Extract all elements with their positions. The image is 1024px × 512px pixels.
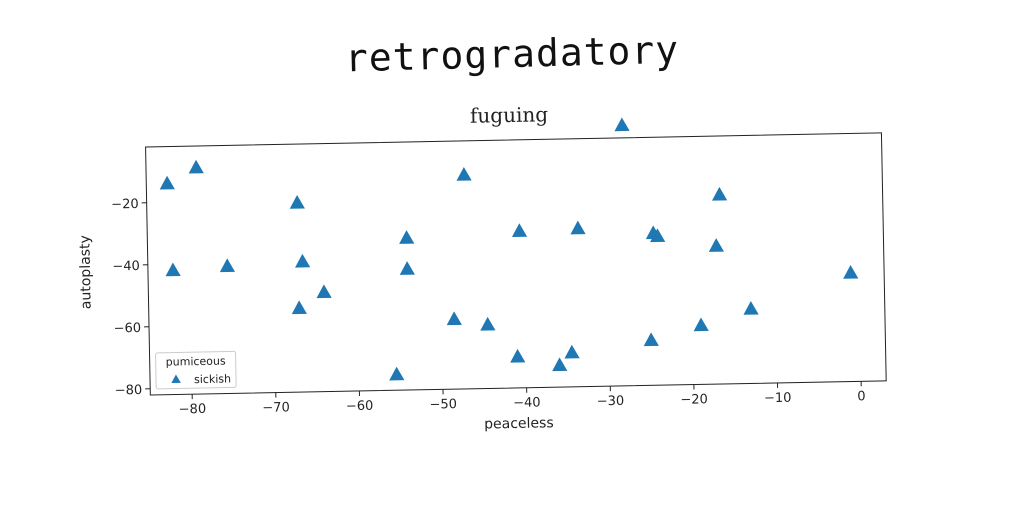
x-axis-label: peaceless — [484, 415, 554, 432]
data-point — [693, 317, 709, 332]
data-point — [389, 366, 405, 381]
x-tick-label: −10 — [764, 391, 792, 407]
data-point — [446, 311, 462, 326]
x-tick-label: −70 — [262, 400, 290, 416]
data-point — [165, 262, 181, 277]
data-point — [570, 220, 586, 235]
y-tick-label: −60 — [113, 321, 141, 337]
y-tick-label: −20 — [111, 197, 139, 213]
data-point — [614, 117, 630, 132]
legend: pumiceous sickish — [155, 350, 237, 390]
data-point — [316, 284, 332, 299]
data-point — [159, 175, 175, 190]
data-point — [399, 230, 415, 244]
x-tick-label: −30 — [597, 394, 625, 410]
data-point — [643, 332, 659, 347]
data-point — [552, 357, 568, 372]
data-point — [289, 195, 305, 209]
y-axis-label: autoplasty — [77, 235, 94, 309]
legend-title: pumiceous — [166, 355, 226, 369]
x-tick-label: −60 — [346, 399, 374, 415]
data-point — [564, 344, 580, 359]
chart-title: fuguing — [470, 102, 549, 127]
x-tick-label: −50 — [429, 397, 457, 413]
data-point — [511, 223, 528, 238]
data-point — [399, 261, 415, 275]
data-point — [712, 186, 728, 201]
data-point — [456, 167, 472, 181]
data-point — [291, 300, 307, 315]
data-point — [219, 258, 236, 273]
data-point — [743, 301, 759, 315]
data-point — [645, 225, 662, 240]
x-tick-label: −20 — [680, 392, 708, 408]
x-tick-label: 0 — [857, 389, 866, 404]
data-point — [480, 316, 496, 331]
legend-marker — [171, 374, 181, 384]
data-point — [188, 159, 204, 174]
plot-frame — [145, 132, 887, 396]
data-point — [843, 265, 859, 279]
y-tick-label: −40 — [112, 259, 140, 275]
legend-entry-label: sickish — [194, 372, 231, 386]
y-tick-label: −80 — [115, 383, 143, 399]
data-point — [708, 238, 725, 252]
x-tick-label: −80 — [179, 402, 207, 418]
x-tick-label: −40 — [513, 395, 541, 411]
data-point — [295, 253, 311, 268]
data-point — [510, 348, 526, 363]
